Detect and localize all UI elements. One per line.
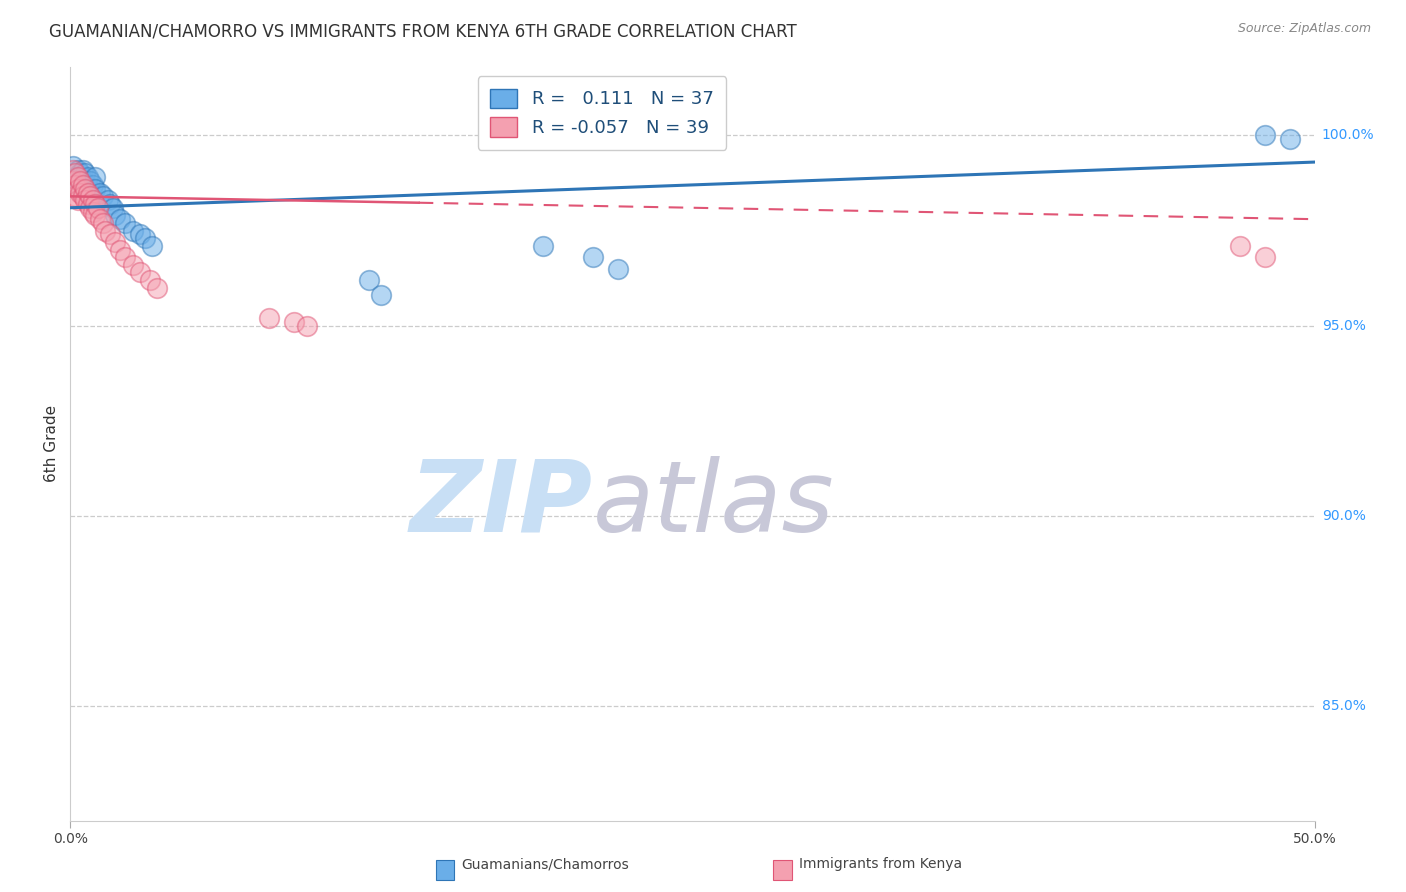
Text: 85.0%: 85.0%: [1322, 699, 1365, 714]
Point: [79, 174, 101, 188]
Point: [62, 162, 84, 177]
Point: [98, 197, 121, 211]
Point: [75, 182, 97, 196]
Point: [108, 243, 131, 257]
Point: [1254, 250, 1277, 264]
Text: 90.0%: 90.0%: [1322, 509, 1365, 523]
Point: [66, 193, 89, 207]
Point: [69, 174, 91, 188]
Point: [1229, 239, 1251, 253]
Text: 95.0%: 95.0%: [1322, 318, 1365, 333]
Point: [72, 162, 94, 177]
Text: ZIP: ZIP: [411, 456, 593, 552]
Point: [82, 178, 104, 192]
Point: [76, 186, 98, 200]
Point: [114, 216, 136, 230]
Point: [62, 159, 84, 173]
Point: [84, 170, 107, 185]
Point: [114, 250, 136, 264]
Point: [65, 166, 87, 180]
Point: [79, 201, 101, 215]
Point: [295, 318, 318, 333]
Point: [66, 182, 89, 196]
Point: [72, 189, 94, 203]
Point: [82, 204, 104, 219]
Point: [89, 212, 111, 227]
Point: [75, 193, 97, 207]
Point: [104, 235, 127, 249]
Point: [75, 182, 97, 196]
Point: [75, 166, 97, 180]
Point: [134, 231, 156, 245]
Point: [98, 227, 121, 242]
Point: [65, 178, 87, 192]
Point: [139, 273, 162, 287]
Text: Guamanians/Chamorros: Guamanians/Chamorros: [461, 857, 630, 871]
Point: [97, 193, 120, 207]
Point: [1254, 128, 1277, 143]
Point: [72, 186, 94, 200]
Point: [79, 189, 101, 203]
Point: [76, 170, 98, 185]
Point: [76, 186, 98, 200]
Point: [84, 182, 107, 196]
Point: [94, 224, 117, 238]
Point: [65, 189, 87, 203]
Point: [72, 174, 94, 188]
Point: [66, 162, 89, 177]
Point: [79, 189, 101, 203]
Point: [69, 166, 91, 180]
Text: 100.0%: 100.0%: [1322, 128, 1374, 143]
Legend: R =   0.111   N = 37, R = -0.057   N = 39: R = 0.111 N = 37, R = -0.057 N = 39: [478, 76, 725, 150]
Point: [62, 174, 84, 188]
Point: [129, 265, 152, 279]
Text: Immigrants from Kenya: Immigrants from Kenya: [799, 857, 962, 871]
Point: [108, 212, 131, 227]
Point: [104, 208, 127, 222]
Point: [82, 193, 104, 207]
Point: [606, 261, 628, 276]
Point: [69, 186, 91, 200]
Point: [76, 197, 98, 211]
Point: [72, 178, 94, 192]
Point: [357, 273, 380, 287]
Point: [129, 227, 152, 242]
Point: [582, 250, 605, 264]
Point: [91, 216, 114, 230]
Point: [121, 258, 143, 272]
Point: [101, 201, 124, 215]
Y-axis label: 6th Grade: 6th Grade: [44, 405, 59, 483]
Text: atlas: atlas: [593, 456, 835, 552]
Point: [84, 197, 107, 211]
Point: [146, 281, 169, 295]
Point: [283, 315, 305, 329]
Text: Source: ZipAtlas.com: Source: ZipAtlas.com: [1237, 22, 1371, 36]
Point: [259, 311, 281, 326]
Point: [66, 170, 89, 185]
Point: [531, 239, 554, 253]
Point: [141, 239, 163, 253]
Point: [84, 208, 107, 222]
Point: [65, 170, 87, 185]
Point: [69, 182, 91, 196]
Point: [91, 189, 114, 203]
Point: [66, 174, 89, 188]
Text: GUAMANIAN/CHAMORRO VS IMMIGRANTS FROM KENYA 6TH GRADE CORRELATION CHART: GUAMANIAN/CHAMORRO VS IMMIGRANTS FROM KE…: [49, 22, 797, 40]
Point: [121, 224, 143, 238]
Point: [89, 186, 111, 200]
Point: [86, 201, 108, 215]
Point: [1278, 132, 1301, 146]
Point: [370, 288, 392, 302]
